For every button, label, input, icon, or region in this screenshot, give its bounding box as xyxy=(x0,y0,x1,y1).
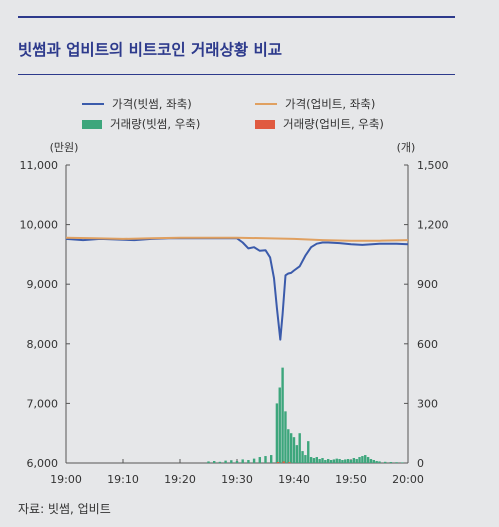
volume-bar xyxy=(298,433,301,463)
volume-bar xyxy=(307,441,310,463)
volume-bar xyxy=(355,459,358,463)
volume-bar xyxy=(318,459,321,463)
x-tick-label: 19:50 xyxy=(335,473,367,486)
volume-bar xyxy=(315,457,318,463)
volume-bar xyxy=(344,459,347,463)
x-tick-label: 19:40 xyxy=(278,473,310,486)
x-tick-label: 19:30 xyxy=(221,473,253,486)
volume-bar xyxy=(332,459,336,463)
volume-bar xyxy=(321,458,324,463)
volume-bar xyxy=(258,457,261,463)
volume-bar xyxy=(401,462,404,463)
y-left-tick-label: 10,000 xyxy=(20,219,59,232)
volume-bar xyxy=(304,455,307,463)
chart-axes: 6,000 7,000 8,000 9,000 10,000 11,000 0 300 600 9… xyxy=(20,141,449,486)
volume-bar xyxy=(364,455,367,463)
volume-bar xyxy=(282,461,285,463)
volume-bar xyxy=(252,458,256,463)
y-right-tick-label: 600 xyxy=(417,338,438,351)
x-tick-label: 19:00 xyxy=(50,473,82,486)
volume-bar xyxy=(369,459,373,463)
volume-bar xyxy=(338,459,341,463)
volume-bar xyxy=(327,459,330,463)
volume-bar xyxy=(395,462,398,463)
volume-bar xyxy=(284,411,287,463)
volume-bar xyxy=(335,458,338,463)
volume-bar xyxy=(349,460,353,463)
y-right-unit: (개) xyxy=(397,141,416,154)
y-left-unit: (만원) xyxy=(50,141,79,154)
source-note: 자료: 빗썸, 업비트 xyxy=(18,502,111,516)
chart-title: 빗썸과 업비트의 비트코인 거래상황 비교 xyxy=(18,41,283,59)
volume-bar xyxy=(366,457,370,463)
volume-bar xyxy=(207,461,210,463)
volume-bar xyxy=(309,457,313,463)
volume-bar xyxy=(230,460,233,463)
volume-bar xyxy=(346,459,350,463)
price-lines xyxy=(65,236,409,341)
volume-bar xyxy=(324,460,327,463)
volume-bar xyxy=(247,460,250,463)
price-line xyxy=(65,237,409,341)
volume-bar xyxy=(361,456,364,463)
volume-bar xyxy=(270,455,273,463)
volume-bar xyxy=(289,433,293,463)
title-rule xyxy=(18,74,455,75)
x-tick-label: 19:20 xyxy=(164,473,196,486)
volume-bar xyxy=(312,458,316,463)
volume-bar xyxy=(213,461,216,463)
volume-bar xyxy=(281,367,284,463)
volume-bar xyxy=(389,462,393,463)
y-left-tick-label: 7,000 xyxy=(27,397,59,410)
volume-bar xyxy=(218,461,222,463)
volume-bar xyxy=(329,460,333,463)
volume-bar xyxy=(275,403,279,463)
y-left-tick-label: 11,000 xyxy=(20,159,59,172)
price-line xyxy=(65,236,409,242)
volume-bar xyxy=(224,460,227,463)
volume-bar xyxy=(372,460,375,463)
volume-bar xyxy=(295,445,299,463)
volume-bar xyxy=(241,459,244,463)
y-right-tick-label: 900 xyxy=(417,278,438,291)
x-tick-label: 20:00 xyxy=(392,473,424,486)
volume-bar xyxy=(358,457,361,463)
x-tick-label: 19:10 xyxy=(107,473,139,486)
volume-bar xyxy=(288,462,291,463)
volume-bar xyxy=(276,462,280,463)
y-right-tick-label: 0 xyxy=(417,457,424,470)
volume-bar xyxy=(384,461,387,463)
volume-bar xyxy=(341,460,344,463)
volume-bar xyxy=(292,437,296,463)
volume-bar xyxy=(264,456,267,463)
y-right-tick-label: 300 xyxy=(417,397,438,410)
y-left-tick-label: 8,000 xyxy=(27,338,59,351)
y-left-tick-label: 6,000 xyxy=(27,457,59,470)
y-right-tick-label: 1,500 xyxy=(417,159,449,172)
y-right-tick-label: 1,200 xyxy=(417,219,449,232)
y-left-tick-label: 9,000 xyxy=(27,278,59,291)
volume-bar xyxy=(301,451,304,463)
volume-bar xyxy=(378,461,381,463)
volume-bar xyxy=(278,387,281,463)
volume-bar xyxy=(287,429,290,463)
volume-bar xyxy=(375,461,378,463)
volume-bar xyxy=(352,458,356,463)
volume-bar xyxy=(235,461,239,463)
volume-bars xyxy=(207,367,404,463)
top-rule xyxy=(18,16,455,18)
